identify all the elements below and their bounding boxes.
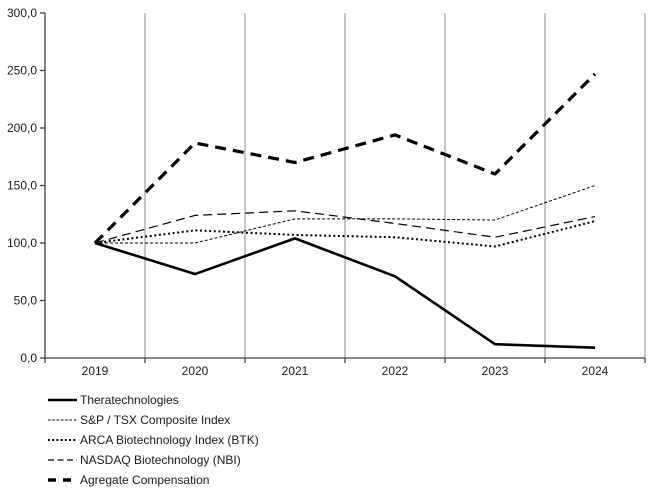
y-tick-label: 50,0 <box>14 294 38 308</box>
legend-label: Agregate Compensation <box>80 473 210 487</box>
legend-line-sample <box>48 459 77 461</box>
y-tick-label: 100,0 <box>7 236 37 250</box>
y-tick-label: 250,0 <box>7 64 37 78</box>
legend-line-sample <box>48 398 77 402</box>
series-line-arca-biotechnology-index-btk <box>94 220 596 248</box>
series-line-s-p-tsx-composite-index <box>95 185 596 244</box>
x-tick-label: 2024 <box>582 364 609 378</box>
series-line-agregate-compensation <box>93 72 597 245</box>
chart-legend: Theratechnologies S&P / TSX Composite Ind… <box>47 390 259 490</box>
x-tick-label: 2020 <box>182 364 209 378</box>
legend-line-sample <box>48 419 77 421</box>
series-line-nasdaq-biotechnology-nbi <box>94 210 596 244</box>
legend-label: S&P / TSX Composite Index <box>80 413 231 427</box>
series-line-theratechnologies <box>94 237 596 349</box>
y-tick-label: 200,0 <box>7 121 37 135</box>
legend-label: Theratechnologies <box>80 393 179 407</box>
legend-line-sample <box>48 478 77 482</box>
x-tick-label: 2023 <box>482 364 509 378</box>
x-tick-label: 2021 <box>282 364 309 378</box>
legend-item-nasdaq-biotechnology-nbi: NASDAQ Biotechnology (NBI) <box>47 450 259 470</box>
x-tick-label: 2022 <box>382 364 409 378</box>
y-tick-label: 300,0 <box>7 6 37 20</box>
legend-item-s-p-tsx-composite-index: S&P / TSX Composite Index <box>47 410 259 430</box>
y-tick-label: 0,0 <box>20 351 37 365</box>
legend-line-sample <box>48 439 77 441</box>
line-chart: 0,0 50,0 100,0 150,0 200,0 250,0 300,0 2019 2020… <box>7 6 646 378</box>
legend-label: NASDAQ Biotechnology (NBI) <box>80 453 241 467</box>
legend-label: ARCA Biotechnology Index (BTK) <box>80 433 259 447</box>
y-tick-label: 150,0 <box>7 179 37 193</box>
legend-item-arca-biotechnology-index-btk: ARCA Biotechnology Index (BTK) <box>47 430 259 450</box>
legend-item-agregate-compensation: Agregate Compensation <box>47 470 259 490</box>
x-tick-label: 2019 <box>82 364 109 378</box>
legend-item-theratechnologies: Theratechnologies <box>47 390 259 410</box>
